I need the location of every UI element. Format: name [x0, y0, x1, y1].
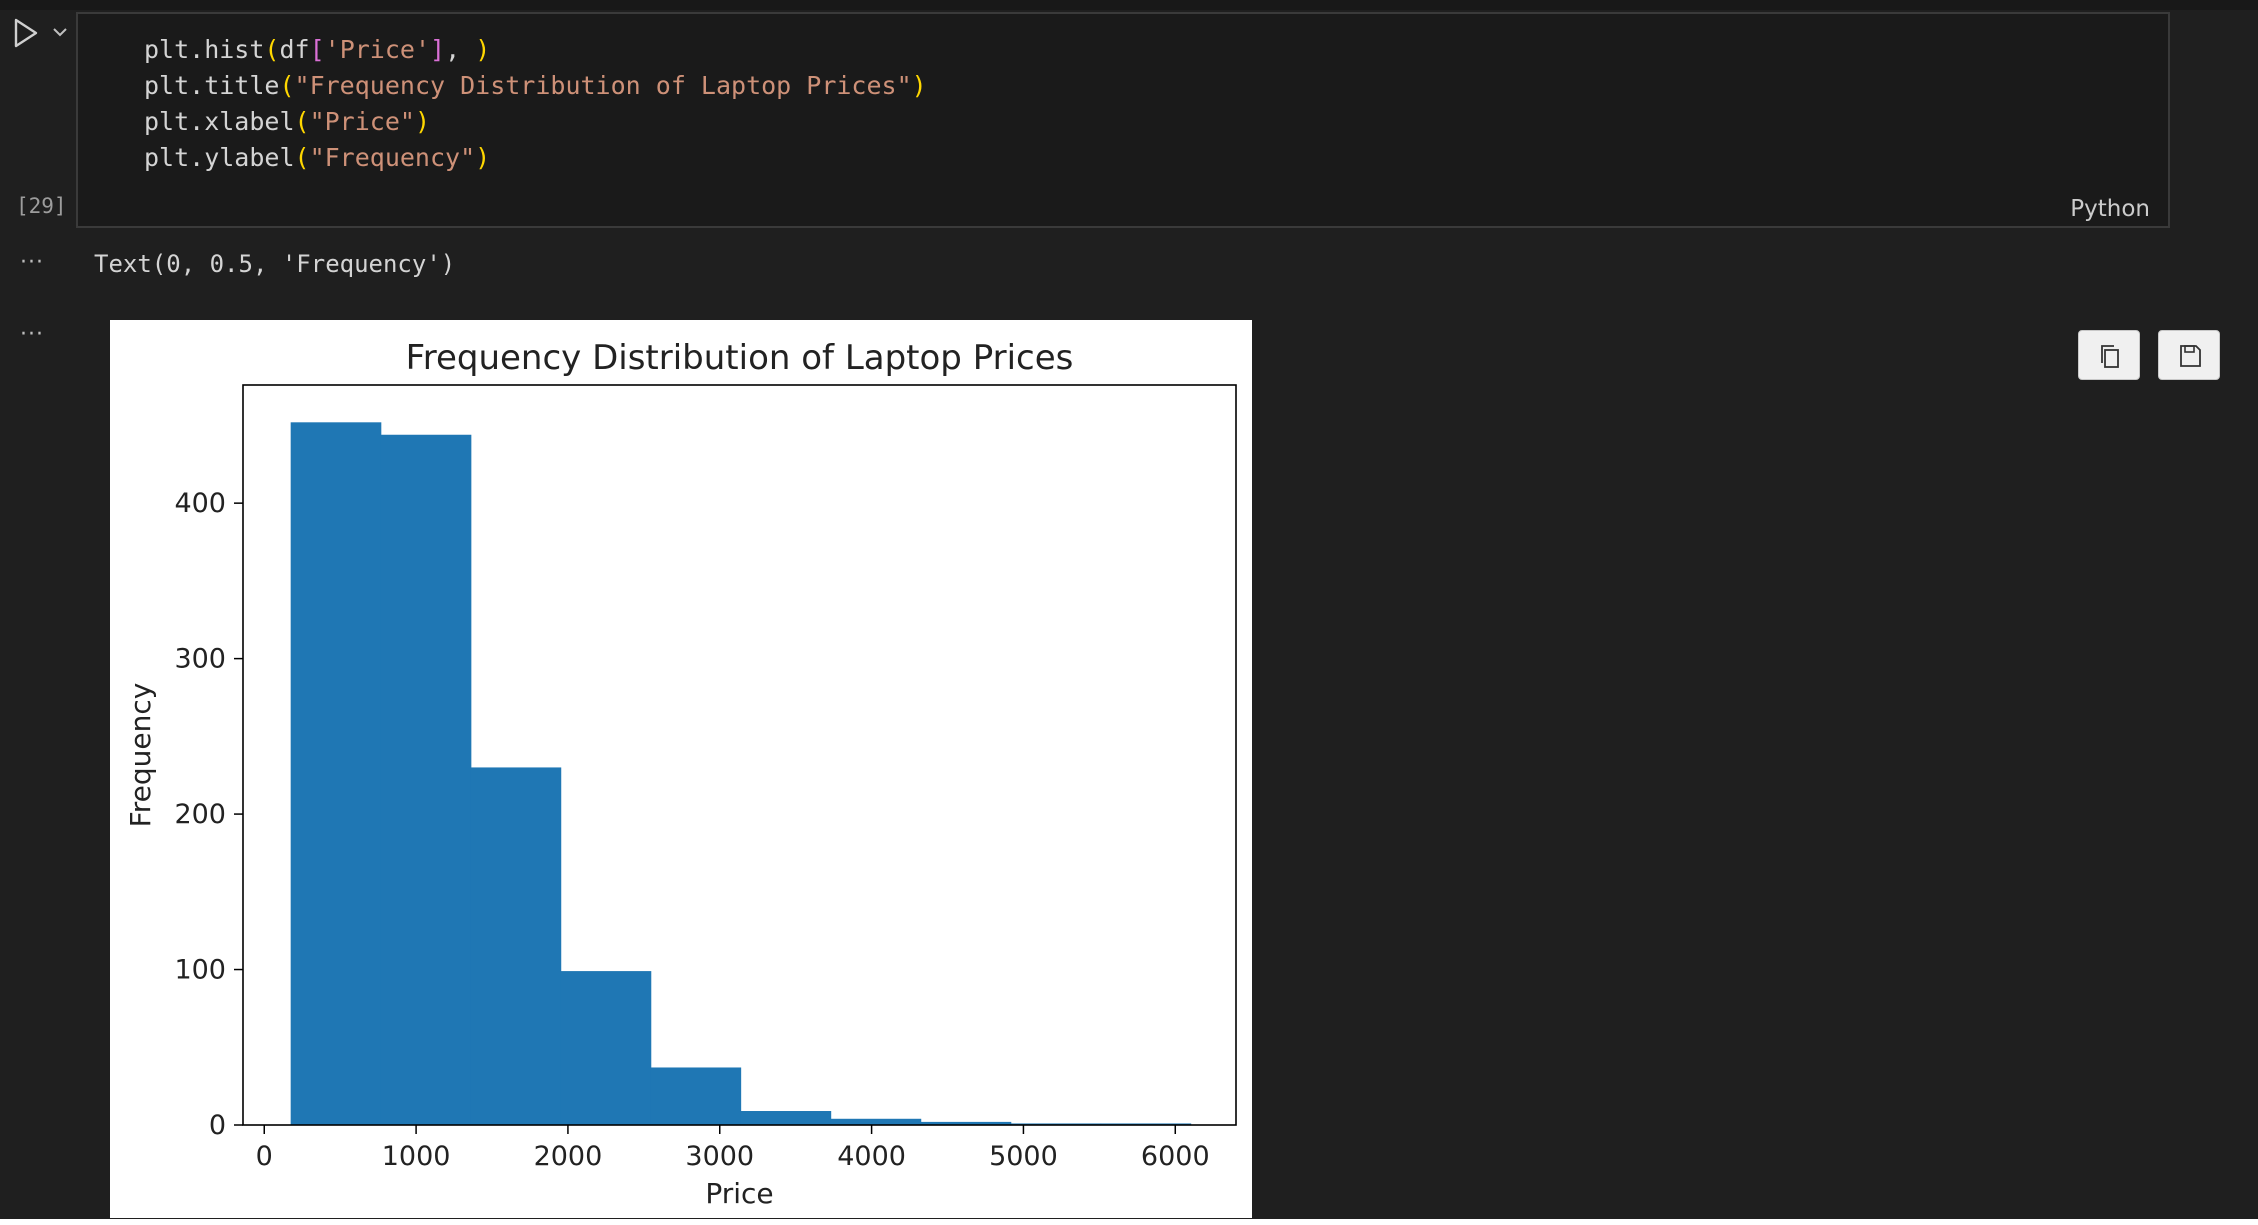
x-tick-label: 6000: [1141, 1141, 1210, 1172]
copy-icon: [2101, 345, 2119, 368]
x-tick-label: 1000: [382, 1141, 451, 1172]
histogram-bar: [920, 1121, 1012, 1125]
code-token: (: [294, 143, 310, 172]
histogram-bar: [650, 1067, 742, 1125]
x-tick-label: 2000: [534, 1141, 603, 1172]
code-token: plt.title: [144, 71, 280, 100]
code-token: (: [264, 35, 280, 64]
x-tick-label: 0: [256, 1141, 273, 1172]
code-line[interactable]: plt.hist(df['Price'], ): [144, 32, 927, 68]
play-icon: [14, 18, 38, 48]
code-token: [: [309, 35, 325, 64]
histogram-bar: [560, 971, 652, 1125]
histogram-bar: [830, 1118, 922, 1125]
execution-count: [29]: [16, 194, 67, 218]
code-text[interactable]: plt.hist(df['Price'], ) plt.title("Freque…: [144, 32, 927, 176]
code-token: (: [294, 107, 310, 136]
code-token: ): [475, 143, 491, 172]
y-tick-label: 200: [174, 799, 226, 830]
y-axis-label: Frequency: [124, 683, 157, 828]
y-tick-label: 100: [174, 955, 226, 986]
bottom-edge: [0, 1219, 2258, 1225]
histogram-chart: 0 1000 2000 3000 4000 5000 6000 0 100 200 300 400 Fr…: [124, 338, 1237, 1210]
plot-output-more-actions[interactable]: ···: [20, 322, 44, 347]
code-token: ): [475, 35, 491, 64]
histogram-bar: [290, 422, 382, 1125]
x-tick-label: 5000: [989, 1141, 1058, 1172]
save-image-button[interactable]: [2158, 330, 2220, 380]
histogram-bar: [380, 434, 472, 1125]
x-axis-label: Price: [705, 1177, 773, 1210]
axes-frame: [242, 384, 1237, 1126]
run-options-chevron[interactable]: [50, 22, 70, 42]
code-token: "Frequency": [309, 143, 476, 172]
save-icon: [2180, 345, 2201, 367]
y-tick-label: 400: [174, 488, 226, 519]
code-token: (: [279, 71, 295, 100]
code-cell-editor[interactable]: plt.hist(df['Price'], ) plt.title("Freque…: [76, 12, 2170, 228]
code-token: "Frequency Distribution of Laptop Prices…: [294, 71, 912, 100]
code-token: ,: [445, 35, 476, 64]
code-line[interactable]: plt.xlabel("Price"): [144, 104, 927, 140]
chevron-down-icon: [53, 28, 67, 37]
copy-image-button[interactable]: [2078, 330, 2140, 380]
text-output: Text(0, 0.5, 'Frequency'): [94, 250, 456, 278]
top-divider: [0, 0, 2258, 10]
histogram-bar: [740, 1111, 832, 1125]
cell-language-label[interactable]: Python: [2070, 196, 2150, 222]
code-token: ): [414, 107, 430, 136]
y-tick-label: 0: [209, 1110, 226, 1141]
code-line[interactable]: plt.ylabel("Frequency"): [144, 140, 927, 176]
code-token: ): [911, 71, 927, 100]
code-token: plt.ylabel: [144, 143, 295, 172]
y-tick-label: 300: [174, 644, 226, 675]
code-token: plt.hist: [144, 35, 265, 64]
plot-output: 0 1000 2000 3000 4000 5000 6000 0 100 200 300 400 Fr…: [110, 320, 1252, 1218]
code-line[interactable]: plt.title("Frequency Distribution of Lap…: [144, 68, 927, 104]
output-more-actions[interactable]: ···: [20, 250, 44, 275]
code-token: plt.xlabel: [144, 107, 295, 136]
code-token: df: [279, 35, 310, 64]
x-tick-label: 4000: [837, 1141, 906, 1172]
chart-title: Frequency Distribution of Laptop Prices: [406, 338, 1074, 378]
code-token: ]: [430, 35, 446, 64]
histogram-bar: [470, 767, 562, 1125]
x-tick-label: 3000: [685, 1141, 754, 1172]
code-token: 'Price': [324, 35, 431, 64]
code-token: "Price": [309, 107, 415, 136]
run-cell-button[interactable]: [12, 16, 42, 50]
